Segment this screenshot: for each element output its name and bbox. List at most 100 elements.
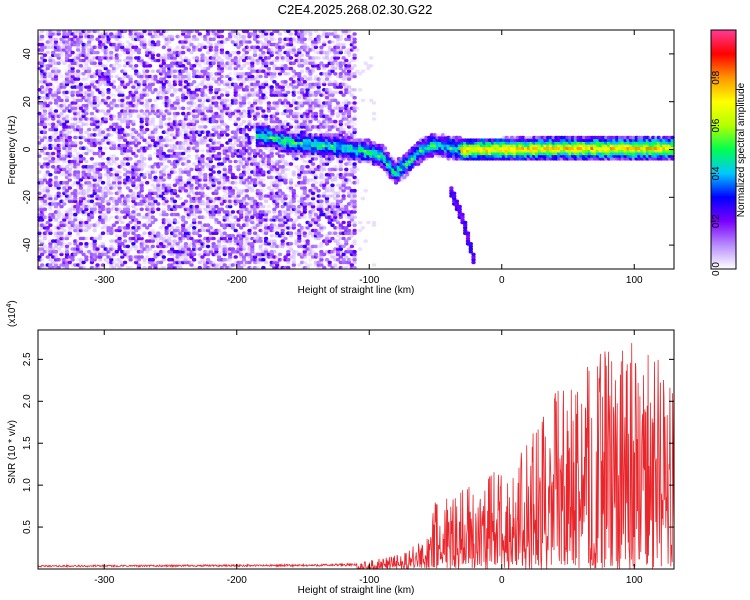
spectrogram-cell — [111, 101, 117, 105]
spectrogram-cell — [203, 172, 208, 177]
spectrogram-cell — [263, 260, 269, 265]
spectrogram-cell — [109, 207, 114, 212]
spectrogram-cell — [87, 226, 92, 230]
spectrogram-cell — [67, 138, 73, 142]
spectrogram-cell — [42, 109, 48, 113]
spectrogram-cell — [111, 204, 117, 209]
spectrogram-cell — [59, 231, 64, 235]
spectrogram-cell — [75, 234, 81, 238]
spectrogram-cell — [92, 226, 97, 230]
spectrogram-cell — [64, 165, 70, 169]
spectrogram-cell — [98, 40, 103, 44]
spectrogram-cell — [95, 170, 100, 174]
spectrogram-cell — [67, 48, 73, 52]
spectrogram-cell — [42, 207, 48, 212]
spectrogram-cell — [98, 143, 103, 148]
spectrogram-cell — [64, 119, 70, 124]
spectrogram-cell — [56, 191, 61, 196]
spectrogram-cell — [45, 85, 50, 89]
spectrogram-cell — [81, 260, 86, 265]
spectrogram-cell — [142, 37, 147, 42]
spectrogram-cell — [134, 244, 139, 249]
spectrogram-cell — [81, 183, 86, 188]
spectrogram-cell — [103, 64, 108, 68]
spectrogram-cell — [48, 172, 53, 177]
spectrogram-cell — [73, 34, 78, 39]
spectrogram-cell — [117, 58, 122, 63]
spectrogram-cell — [53, 80, 59, 84]
spectrogram-cell — [197, 234, 202, 238]
spectrogram-cell — [78, 226, 84, 230]
spectrogram-cell — [64, 133, 70, 137]
spectrogram-cell — [111, 143, 117, 148]
spectrogram-cell — [98, 122, 103, 127]
spectrogram-cell — [84, 122, 89, 127]
spectrogram-cell — [208, 82, 213, 87]
spectrogram-cell — [75, 69, 81, 73]
spectrogram-cell — [64, 247, 70, 251]
spectrogram-cell — [89, 194, 95, 198]
spectrogram-cell — [59, 244, 64, 249]
spectrogram-cell — [51, 122, 56, 127]
spectrogram-cell — [70, 82, 75, 87]
spectrogram-cell — [56, 215, 61, 219]
spectrogram-cell — [111, 127, 117, 132]
spectrogram-cell — [186, 58, 191, 63]
spectrogram-cell — [95, 88, 100, 92]
spectrogram-cell — [59, 234, 64, 238]
spectrogram-cell — [142, 157, 147, 161]
spectrogram-cell — [100, 162, 106, 166]
spectrogram-cell — [73, 109, 78, 113]
spectrogram-cell — [95, 151, 100, 156]
spectrogram-cell — [92, 61, 97, 65]
spectrogram-cell — [48, 56, 53, 60]
spectrogram-cell — [64, 249, 70, 254]
spectrogram-cell — [78, 218, 84, 222]
spectrogram-cell — [122, 260, 128, 265]
spectrogram-cell — [64, 257, 70, 262]
spectrogram-cell — [286, 90, 291, 95]
spectrogram-cell — [87, 218, 92, 222]
spectrogram-cell — [98, 234, 103, 238]
spectrogram-cell — [203, 215, 208, 219]
spectrogram-cell — [261, 170, 266, 174]
spectrogram-cell — [136, 263, 142, 267]
spectrogram-cell — [109, 249, 114, 254]
spectrogram-cell — [225, 133, 230, 137]
spectrogram-cell — [70, 50, 75, 55]
spectrogram-cell — [291, 45, 296, 50]
spectrogram-cell — [45, 220, 50, 225]
spectrogram-cell — [106, 40, 111, 44]
spectrogram-cell — [109, 117, 114, 121]
spectrogram-cell — [48, 242, 53, 246]
spectrogram-cell — [92, 204, 97, 209]
spectrogram-cell — [51, 117, 56, 121]
spectrogram-cell — [84, 244, 89, 249]
spectrogram-cell — [75, 151, 81, 156]
spectrogram-cell — [216, 170, 222, 174]
spectrogram-cell — [45, 188, 50, 193]
spectrogram-cell — [100, 196, 106, 201]
spectrogram-cell — [70, 125, 75, 129]
spectrogram-cell — [175, 111, 180, 116]
spectrogram-cell — [95, 85, 100, 89]
spectrogram-cell — [100, 42, 106, 47]
spectrogram-cell — [87, 127, 92, 132]
spectrogram-cell — [147, 154, 153, 158]
spectrogram-cell — [42, 98, 48, 103]
spectrogram-cell — [53, 141, 59, 145]
spectrogram-cell — [92, 257, 97, 262]
spectrogram-cell — [100, 220, 106, 225]
spectrogram-cell — [103, 186, 108, 190]
spectrogram-cell — [288, 242, 294, 246]
spectrogram-cell — [272, 239, 277, 243]
spectrogram-cell — [67, 215, 73, 219]
spectrogram-cell — [89, 199, 95, 204]
spectrogram-cell — [42, 69, 48, 73]
spectrogram-cell — [100, 37, 106, 42]
spectrogram-cell — [73, 196, 78, 201]
spectrogram-cell — [64, 191, 70, 196]
spectrogram-cell — [111, 98, 117, 103]
spectrogram-cell — [73, 117, 78, 121]
spectrogram-cell — [139, 180, 144, 185]
